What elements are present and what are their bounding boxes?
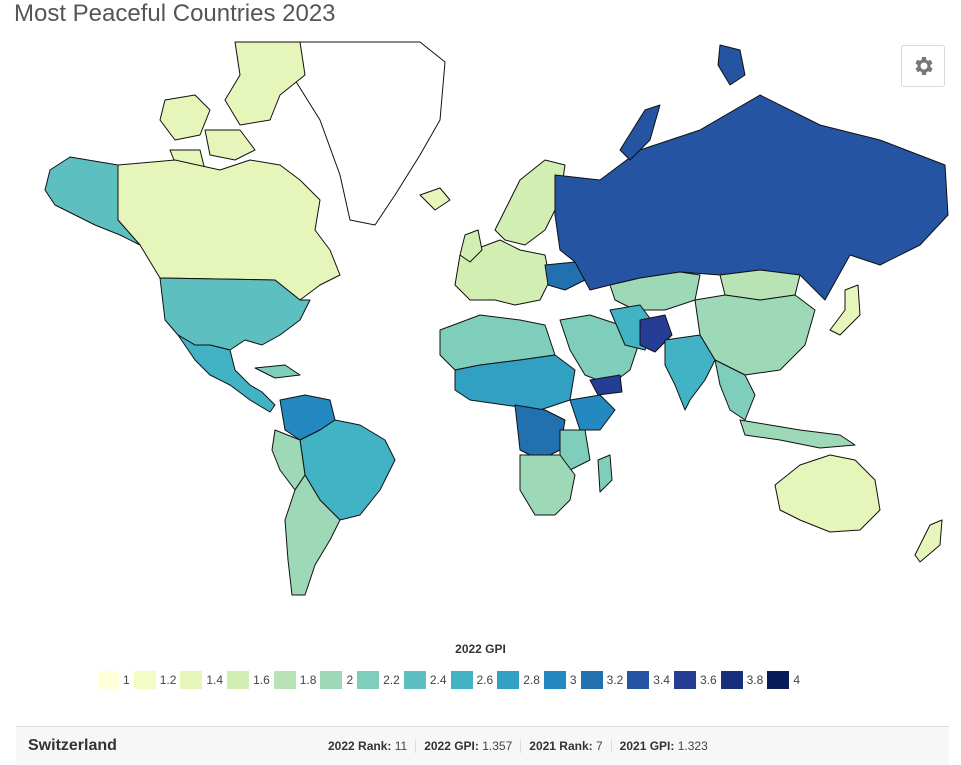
- region-novaya-zemlya[interactable]: [717, 44, 746, 86]
- legend-swatch: [357, 671, 380, 689]
- region-india[interactable]: [664, 334, 716, 411]
- settings-button[interactable]: [901, 45, 945, 87]
- stat-label: 2021 GPI:: [619, 739, 675, 753]
- region-japan[interactable]: [829, 284, 861, 336]
- legend-label: 2.8: [523, 673, 540, 687]
- legend-label: 3: [569, 673, 577, 687]
- stat-label: 2021 Rank:: [529, 739, 593, 753]
- legend-swatch: [320, 671, 343, 689]
- region-yemen[interactable]: [589, 374, 623, 396]
- stat-2022-rank: 2022 Rank: 11: [320, 739, 415, 753]
- legend-swatch: [580, 671, 603, 689]
- world-map[interactable]: [0, 0, 961, 620]
- region-horn-of-africa[interactable]: [569, 394, 616, 431]
- region-indonesia[interactable]: [739, 419, 856, 449]
- legend-swatch: [450, 671, 473, 689]
- page-title: Most Peaceful Countries 2023: [14, 0, 336, 27]
- legend-item[interactable]: 3.2: [580, 671, 624, 689]
- legend-item[interactable]: 1.8: [273, 671, 317, 689]
- region-iceland[interactable]: [419, 187, 451, 211]
- legend-label: 1.8: [299, 673, 317, 687]
- footer-info-bar: Switzerland 2022 Rank: 11 2022 GPI: 1.35…: [16, 727, 949, 765]
- region-alaska[interactable]: [44, 156, 141, 246]
- legend: 1 1.2 1.4 1.6 1.8 2 2.2 2.4 2.6 2.8 3 3.2 3.4 3.6 3.8 4: [97, 671, 804, 689]
- legend-item[interactable]: 3.8: [720, 671, 764, 689]
- legend-label: 3.6: [699, 673, 717, 687]
- legend-swatch: [403, 671, 426, 689]
- legend-label: 2.4: [429, 673, 447, 687]
- region-drc[interactable]: [514, 404, 566, 461]
- region-canada[interactable]: [117, 159, 341, 301]
- legend-label: 2: [346, 673, 354, 687]
- legend-item[interactable]: 2.8: [497, 671, 540, 689]
- region-southern-africa[interactable]: [519, 454, 576, 516]
- legend-label: 2.2: [383, 673, 400, 687]
- stat-value: 1.323: [677, 739, 708, 753]
- selected-country: Switzerland: [28, 737, 117, 754]
- country-stats: 2022 Rank: 11 2022 GPI: 1.357 2021 Rank:…: [320, 739, 716, 753]
- legend-swatch: [97, 671, 119, 689]
- legend-swatch: [720, 671, 743, 689]
- legend-swatch: [227, 671, 250, 689]
- legend-swatch: [180, 671, 203, 689]
- legend-swatch: [673, 671, 696, 689]
- legend-label: 4: [793, 673, 800, 687]
- stat-value: 11: [394, 739, 408, 753]
- region-mexico[interactable]: [177, 334, 276, 413]
- legend-label: 3.8: [746, 673, 764, 687]
- legend-label: 3.4: [653, 673, 670, 687]
- region-ukraine[interactable]: [544, 261, 586, 291]
- region-new-zealand[interactable]: [914, 519, 943, 563]
- legend-swatch: [497, 671, 520, 689]
- gear-icon: [915, 57, 933, 75]
- legend-swatch: [133, 671, 156, 689]
- legend-label: 1.4: [206, 673, 224, 687]
- legend-item[interactable]: 1.4: [180, 671, 223, 689]
- region-canada-arctic[interactable]: [224, 41, 306, 126]
- legend-item[interactable]: 3.6: [673, 671, 717, 689]
- legend-item[interactable]: 2.4: [403, 671, 447, 689]
- legend-swatch: [543, 671, 566, 689]
- stat-label: 2022 GPI:: [424, 739, 479, 753]
- stat-2021-gpi: 2021 GPI: 1.323: [610, 739, 716, 753]
- legend-item[interactable]: 3: [543, 671, 577, 689]
- legend-item[interactable]: 3.4: [627, 671, 670, 689]
- region-greenland[interactable]: [289, 41, 446, 226]
- legend-item[interactable]: 4: [767, 671, 800, 689]
- legend-title: 2022 GPI: [455, 642, 506, 656]
- region-western-europe[interactable]: [454, 239, 551, 306]
- legend-item[interactable]: 2.6: [450, 671, 494, 689]
- region-cuba[interactable]: [254, 364, 301, 379]
- region-southeast-asia[interactable]: [714, 359, 756, 421]
- legend-label: 1.6: [253, 673, 270, 687]
- legend-label: 1.2: [159, 673, 177, 687]
- legend-item[interactable]: 1.2: [133, 671, 177, 689]
- region-russia-arctic[interactable]: [619, 104, 661, 161]
- legend-item[interactable]: 2: [320, 671, 353, 689]
- legend-label: 1: [123, 673, 130, 687]
- legend-item[interactable]: 1.6: [227, 671, 270, 689]
- region-uk[interactable]: [459, 229, 483, 263]
- region-australia[interactable]: [774, 454, 881, 533]
- footer-divider: [16, 726, 949, 727]
- legend-item[interactable]: 2.2: [357, 671, 400, 689]
- legend-swatch: [627, 671, 650, 689]
- legend-label: 2.6: [476, 673, 494, 687]
- stat-2022-gpi: 2022 GPI: 1.357: [415, 739, 520, 753]
- stat-value: 7: [595, 739, 603, 753]
- region-russia[interactable]: [554, 94, 949, 301]
- region-argentina[interactable]: [284, 474, 341, 596]
- region-east-africa[interactable]: [559, 429, 591, 471]
- legend-label: 3.2: [606, 673, 624, 687]
- stat-2021-rank: 2021 Rank: 7: [520, 739, 610, 753]
- legend-swatch: [767, 671, 790, 689]
- region-madagascar[interactable]: [597, 454, 613, 493]
- legend-swatch: [273, 671, 296, 689]
- region-afghanistan[interactable]: [639, 314, 673, 353]
- stat-value: 1.357: [482, 739, 513, 753]
- legend-item[interactable]: 1: [97, 671, 130, 689]
- stat-label: 2022 Rank:: [328, 739, 392, 753]
